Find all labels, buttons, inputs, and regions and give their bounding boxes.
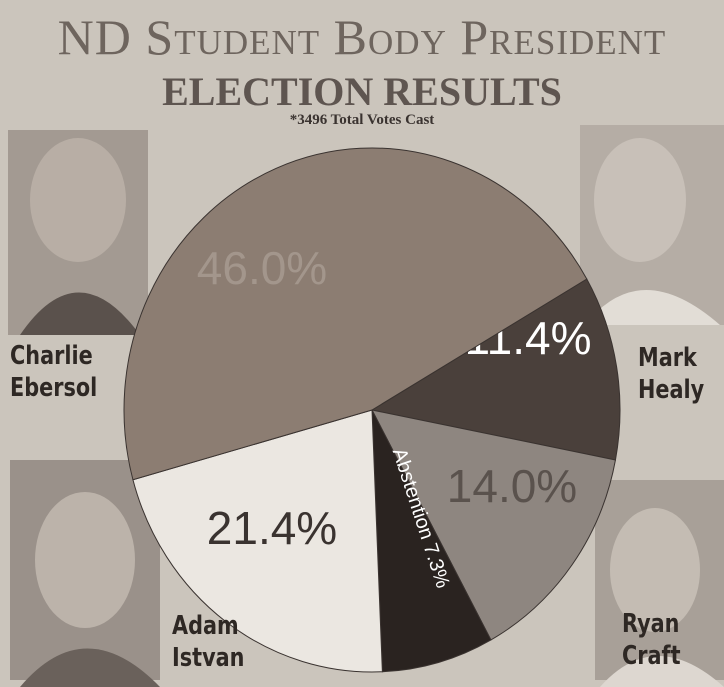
pie: 11.4%14.0%Abstention 7.3%21.4%46.0%: [123, 147, 621, 673]
photo: [595, 480, 724, 687]
value-label: 14.0%: [447, 460, 577, 512]
pie-slice: [123, 147, 588, 481]
pie-slice: [132, 409, 383, 673]
value-label: 46.0%: [197, 242, 327, 294]
pie-slice: [371, 409, 617, 641]
category-label: Adam Istvan: [172, 611, 245, 673]
category-label: Ryan Craft: [622, 609, 681, 671]
pie-slice: [371, 409, 492, 673]
photo: [8, 130, 148, 335]
chart-title: ND Student Body President: [57, 9, 667, 65]
photo: [580, 125, 724, 325]
chart-subtitle: ELECTION RESULTS: [162, 69, 562, 114]
category-label: Mark Healy: [638, 343, 705, 405]
value-label: 21.4%: [207, 502, 337, 554]
photo: [10, 460, 160, 687]
category-label: Charlie Ebersol: [10, 341, 98, 403]
pie-slice: [370, 278, 621, 461]
chart-note: *3496 Total Votes Cast: [289, 112, 435, 128]
